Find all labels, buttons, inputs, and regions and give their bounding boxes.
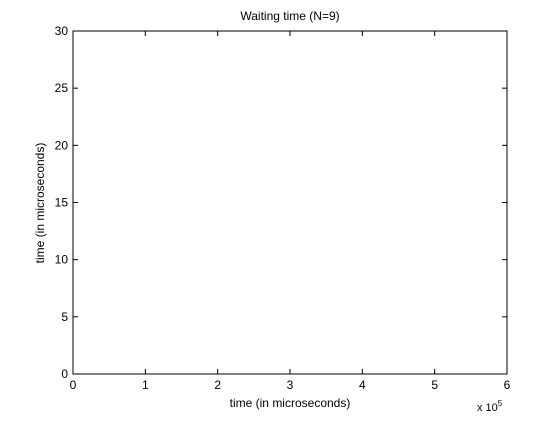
y-tick-label: 25 [55, 81, 69, 95]
plot-area [72, 30, 508, 375]
x-tick-label: 5 [431, 378, 438, 392]
chart-title: Waiting time (N=9) [240, 9, 339, 23]
x-axis-multiplier-exponent: 5 [498, 399, 503, 408]
x-axis-multiplier: x 105 [477, 399, 503, 414]
y-tick-label: 20 [55, 138, 69, 152]
x-axis-ticks: 0 1 2 3 4 5 6 [70, 31, 511, 392]
y-axis-ticks: 0 5 10 15 20 25 30 [55, 24, 507, 381]
x-tick-label: 2 [214, 378, 221, 392]
x-tick-label: 1 [142, 378, 149, 392]
y-tick-label: 10 [55, 253, 69, 267]
x-axis-multiplier-base: x 10 [477, 402, 498, 414]
x-tick-label: 0 [70, 378, 77, 392]
y-tick-label: 30 [55, 24, 69, 38]
y-tick-label: 0 [61, 367, 68, 381]
y-tick-label: 15 [55, 196, 69, 210]
x-axis-label: time (in microseconds) [230, 396, 351, 410]
x-tick-label: 4 [359, 378, 366, 392]
y-tick-label: 5 [61, 310, 68, 324]
x-tick-label: 3 [287, 378, 294, 392]
y-axis-label: time (in microseconds) [33, 143, 47, 264]
x-tick-label: 6 [504, 378, 511, 392]
